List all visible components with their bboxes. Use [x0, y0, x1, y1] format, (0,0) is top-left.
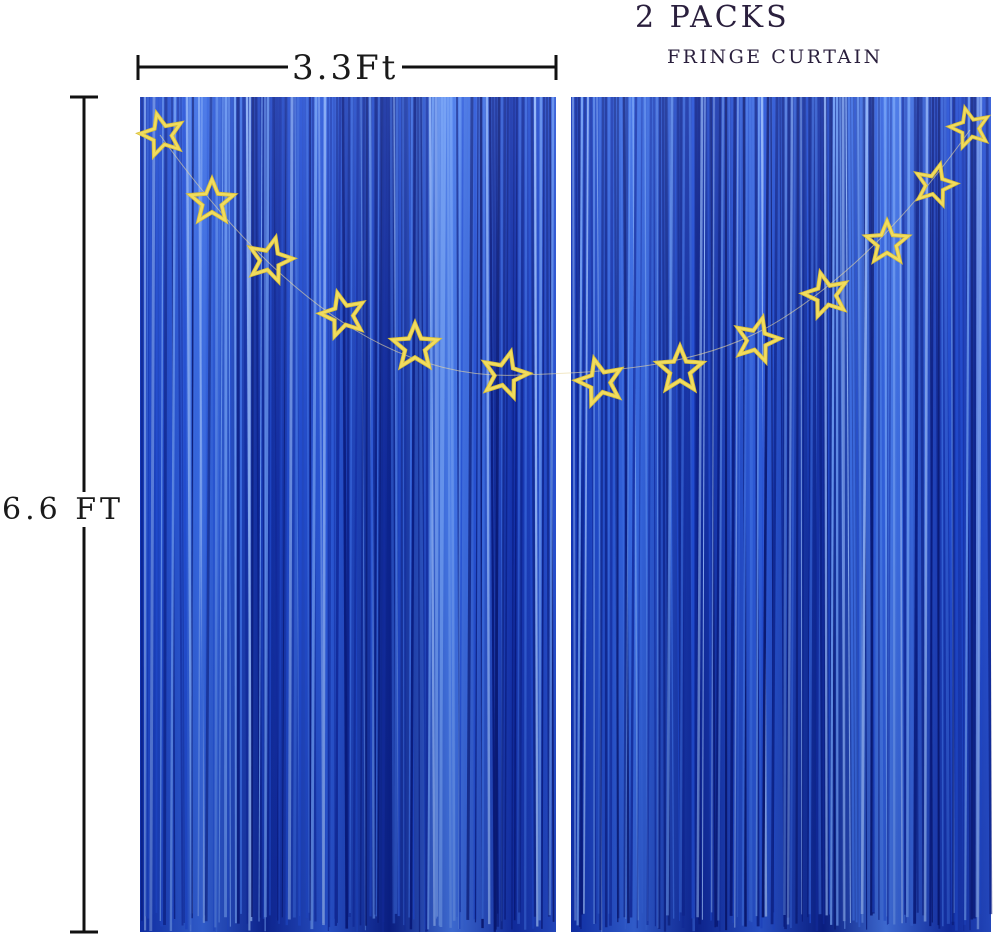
star-icon: [944, 103, 992, 152]
curtain-left: [140, 96, 556, 933]
star-icon: [387, 317, 443, 371]
star-icon: [480, 346, 534, 402]
width-label: 3.3Ft: [288, 48, 403, 88]
star-icon: [861, 215, 913, 265]
star-icon: [913, 159, 961, 210]
star-icon: [733, 312, 785, 367]
star-icon: [246, 232, 298, 287]
height-label: 6.6 FT: [0, 492, 127, 527]
curtain-right: [571, 96, 993, 932]
product-name: FRINGE CURTAIN: [667, 46, 883, 68]
star-icon: [315, 287, 367, 342]
packs-title: 2 PACKS: [635, 0, 790, 35]
star-icon: [135, 108, 185, 161]
star-garland: [135, 103, 992, 409]
star-icon: [652, 340, 708, 394]
star-icon: [798, 267, 850, 322]
star-icon: [185, 173, 239, 225]
star-icon: [571, 353, 625, 409]
